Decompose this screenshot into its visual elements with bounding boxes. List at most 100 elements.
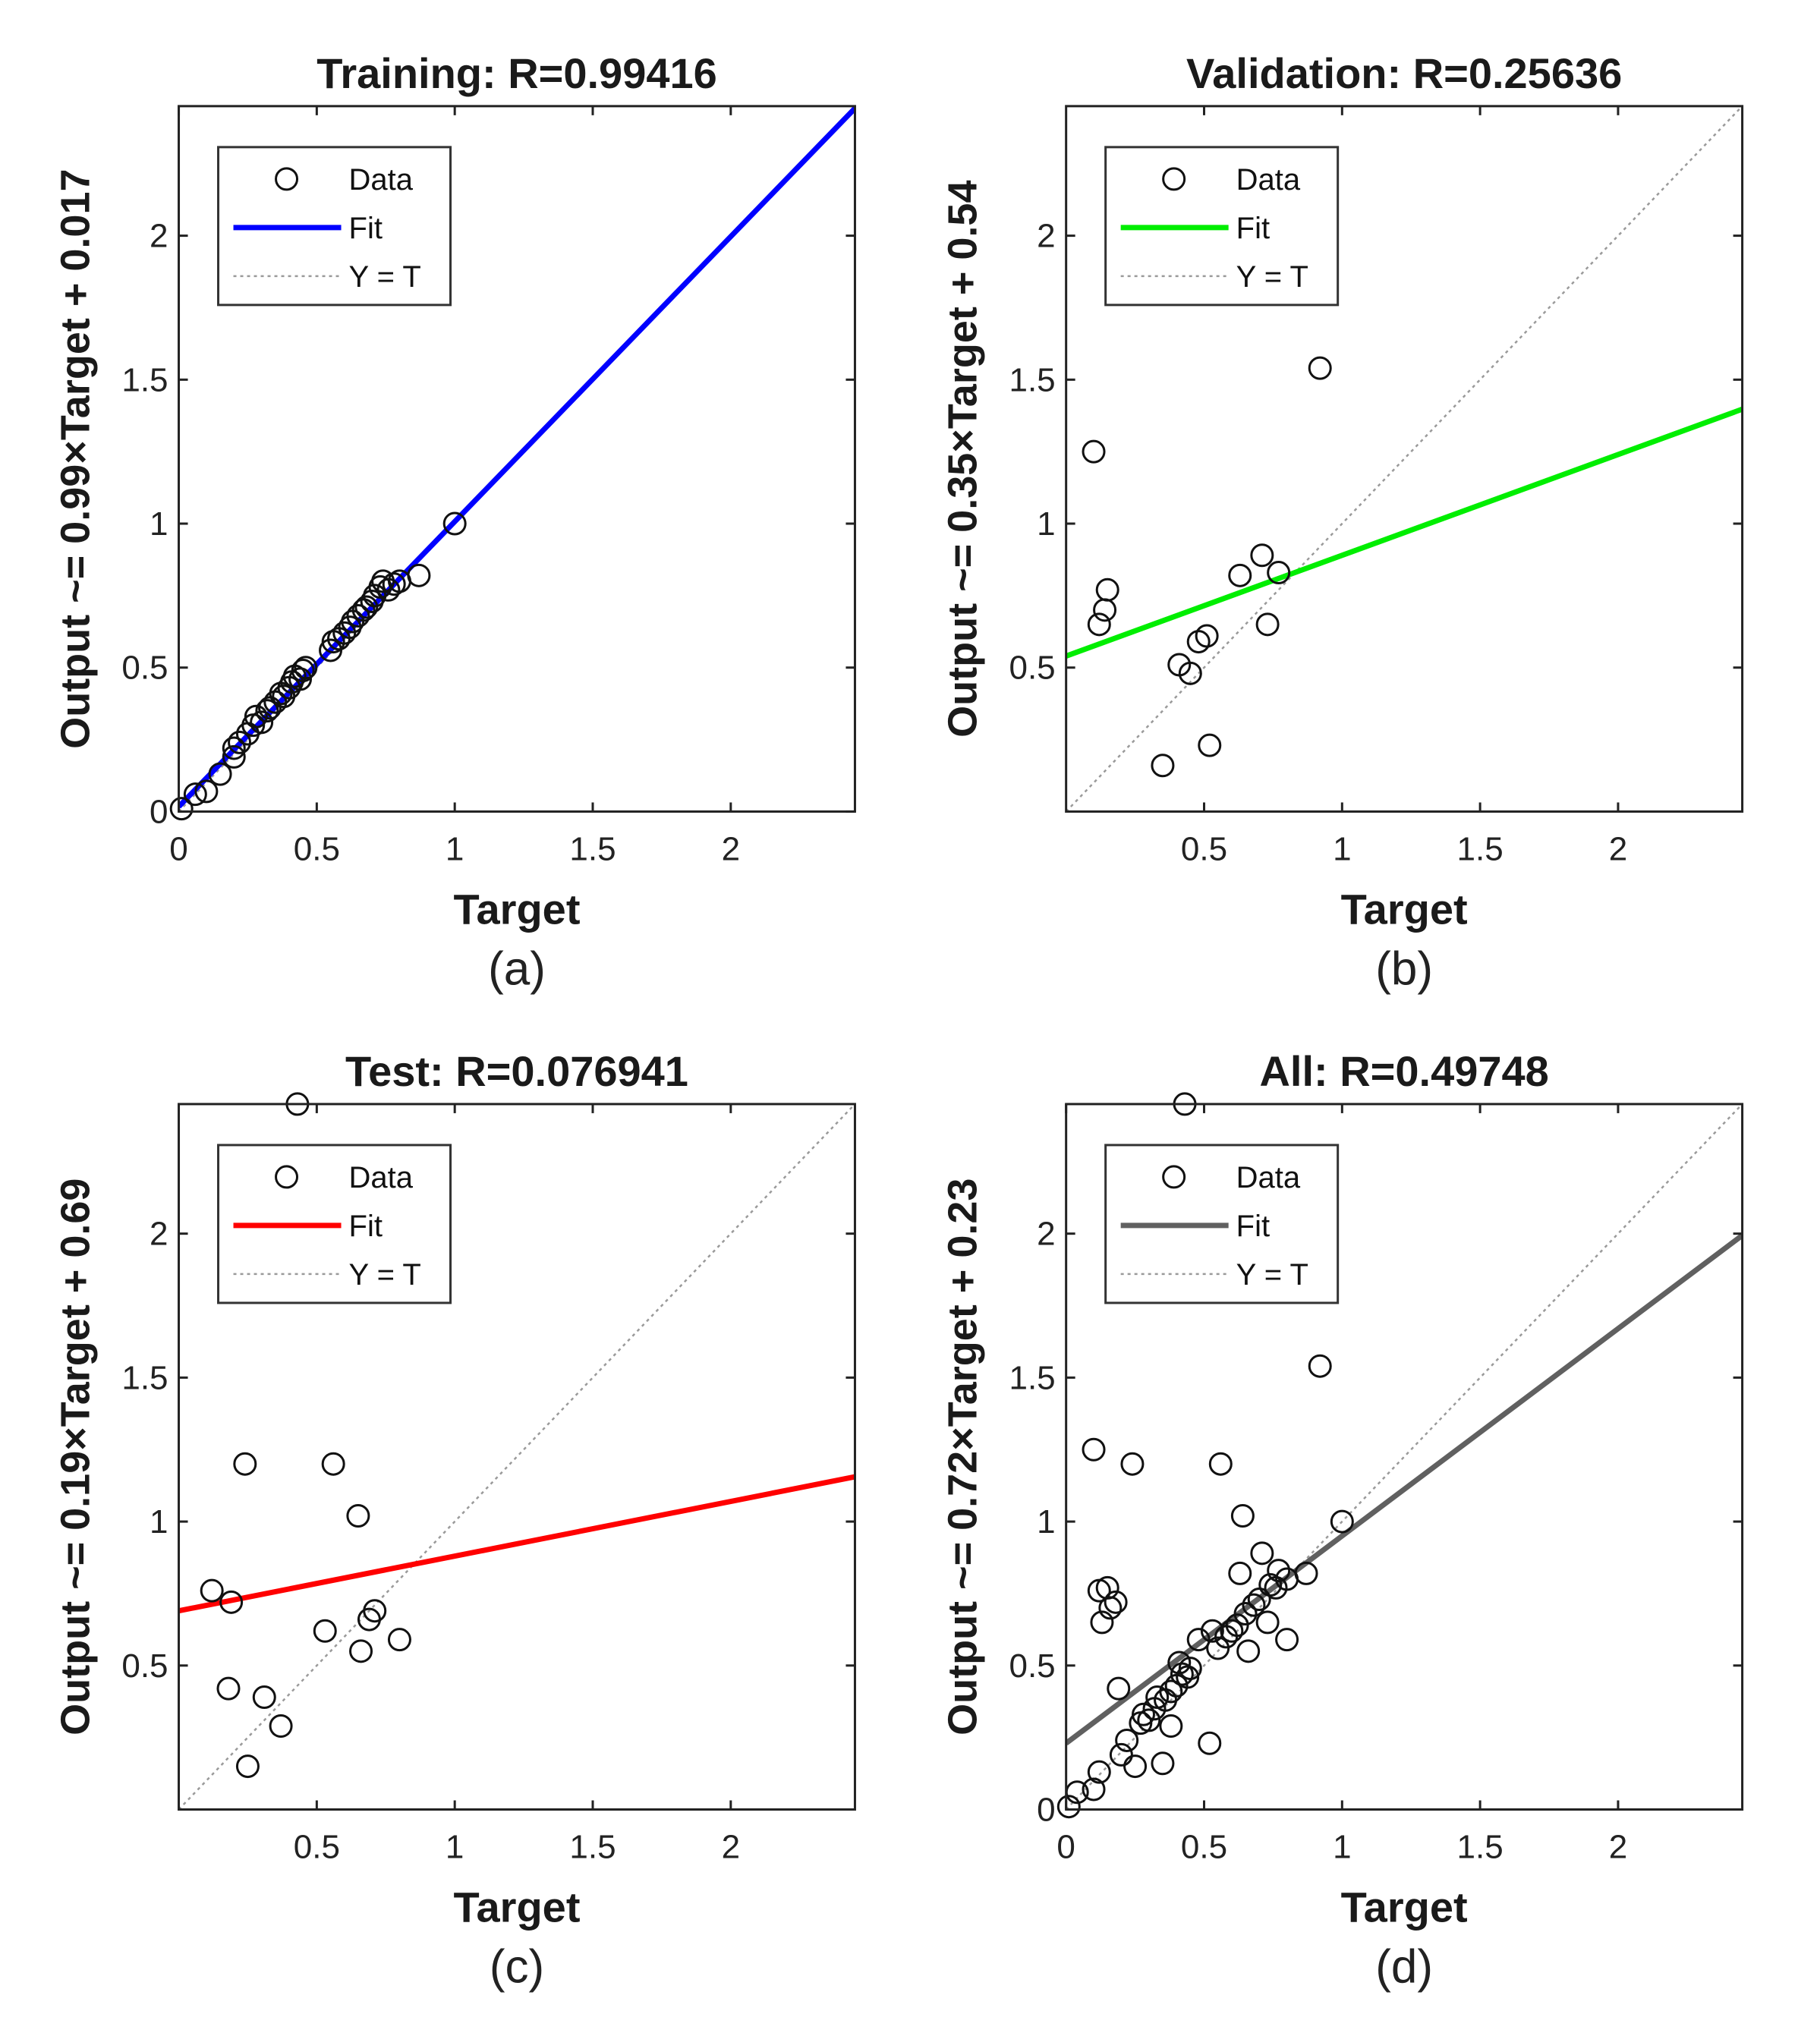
chart-title: Validation: R=0.25636 [1186, 49, 1622, 97]
x-axis-label: Target [453, 1883, 580, 1931]
y-tick-label: 0.5 [1009, 650, 1055, 687]
y-tick-label: 1.5 [1009, 361, 1055, 398]
legend-data-marker [1162, 1165, 1186, 1189]
data-point [349, 1639, 373, 1663]
legend-label: Y = T [1236, 1258, 1308, 1292]
data-point [1082, 1437, 1106, 1462]
data-point [1178, 661, 1202, 685]
data-point [1330, 1509, 1354, 1534]
data-point [346, 603, 370, 628]
data-point [346, 1503, 370, 1528]
x-tick-label: 0.5 [1181, 830, 1227, 867]
data-point [1294, 1561, 1318, 1585]
data-point [222, 744, 246, 769]
data-point [1104, 1590, 1128, 1614]
data-point [208, 762, 232, 786]
data-point [219, 1590, 244, 1614]
panel-caption: (d) [1375, 1941, 1433, 1994]
x-tick-label: 2 [722, 830, 740, 867]
data-point [387, 1628, 411, 1652]
data-point [1198, 1731, 1222, 1755]
data-point [1198, 733, 1222, 757]
data-point [1228, 1561, 1252, 1585]
data-point [1082, 1777, 1106, 1802]
chart-title: All: R=0.49748 [1259, 1047, 1548, 1095]
legend-label: Fit [1236, 212, 1270, 245]
data-point [1220, 1619, 1244, 1643]
data-point [1137, 1708, 1161, 1732]
data-point [1120, 1452, 1145, 1476]
legend-label: Y = T [349, 1258, 421, 1292]
data-point [235, 1754, 260, 1779]
data-point [1275, 1628, 1299, 1652]
legend-label: Data [349, 1161, 414, 1194]
data-point [1115, 1728, 1139, 1752]
x-tick-label: 1.5 [1457, 830, 1504, 867]
y-tick-label: 0 [150, 793, 168, 830]
data-points [1056, 1092, 1354, 1819]
panel-a: 0 0.5 1 1.5 2 0 0.5 1 1.5 2 Training: R=0.99416 Tar… [53, 49, 856, 995]
fit-line [1066, 1233, 1743, 1746]
x-tick-label: 2 [722, 1829, 740, 1866]
y-axis-label: Output ~= 0.99×Target + 0.017 [53, 168, 99, 748]
data-point [183, 782, 207, 807]
data-point [363, 1599, 387, 1623]
panel-caption: (c) [490, 1941, 544, 1994]
data-point [194, 779, 219, 804]
legend-data-marker [275, 167, 299, 191]
data-point [1082, 439, 1106, 464]
data-point [1200, 1619, 1224, 1643]
legend: Data Fit Y = T [1104, 1144, 1340, 1304]
data-point [1090, 1610, 1114, 1635]
y-tick-label: 1 [1037, 505, 1055, 543]
y-tick-label: 2 [150, 1216, 168, 1253]
y-axis-label: Output ~= 0.72×Target + 0.23 [940, 1178, 986, 1735]
x-tick-label: 0.5 [1181, 1829, 1227, 1866]
x-tick-label: 0.5 [294, 1829, 340, 1866]
data-point [233, 1452, 257, 1476]
data-point [1230, 1503, 1255, 1528]
data-point [1159, 1713, 1183, 1738]
plot-content [178, 1103, 855, 1810]
data-point [1131, 1702, 1155, 1726]
data-point [1242, 1593, 1266, 1617]
y-tick-label: 1 [150, 1503, 168, 1540]
data-point [216, 1676, 241, 1701]
y-tick-label: 1.5 [121, 361, 168, 398]
x-tick-label: 1 [1333, 1829, 1351, 1866]
legend-label: Fit [349, 1210, 383, 1243]
data-point [1308, 1354, 1332, 1378]
y-tick-label: 1 [1037, 1503, 1055, 1540]
data-point [1255, 612, 1280, 637]
data-point [313, 1619, 337, 1643]
data-point [1267, 1559, 1291, 1583]
data-point [1250, 1541, 1274, 1566]
axes-frame [178, 105, 856, 813]
plot-content [1066, 1103, 1743, 1810]
data-point [321, 1452, 345, 1476]
legend-label: Data [1236, 163, 1301, 197]
y-tick-label: 2 [150, 218, 168, 255]
legend-label: Data [349, 163, 414, 197]
identity-line [178, 1103, 855, 1810]
x-tick-label: 1 [446, 830, 464, 867]
data-point [1123, 1754, 1148, 1779]
panel-caption: (a) [488, 942, 546, 995]
x-axis-label: Target [453, 885, 580, 933]
legend-data-marker [275, 1165, 299, 1189]
fit-line [178, 1474, 855, 1614]
y-axis-label: Output ~= 0.35×Target + 0.54 [940, 180, 986, 737]
panel-d: 0 0.5 1 1.5 2 0 0.5 1 1.5 2 All: R=0.49748 Target Ou… [940, 1047, 1744, 1994]
data-point [1208, 1452, 1233, 1476]
data-points [1082, 356, 1332, 778]
data-point [1151, 754, 1175, 778]
data-point [1267, 561, 1291, 585]
x-tick-label: 1.5 [569, 830, 616, 867]
identity-line [1066, 105, 1743, 812]
y-tick-label: 1 [150, 505, 168, 543]
data-point [1236, 1639, 1261, 1663]
panel-c: 0.5 1 1.5 2 0.5 1 1.5 2 Test: R=0.076941 Target Ou… [53, 1047, 856, 1994]
data-point [1087, 1760, 1111, 1784]
legend: Data Fit Y = T [217, 146, 452, 307]
